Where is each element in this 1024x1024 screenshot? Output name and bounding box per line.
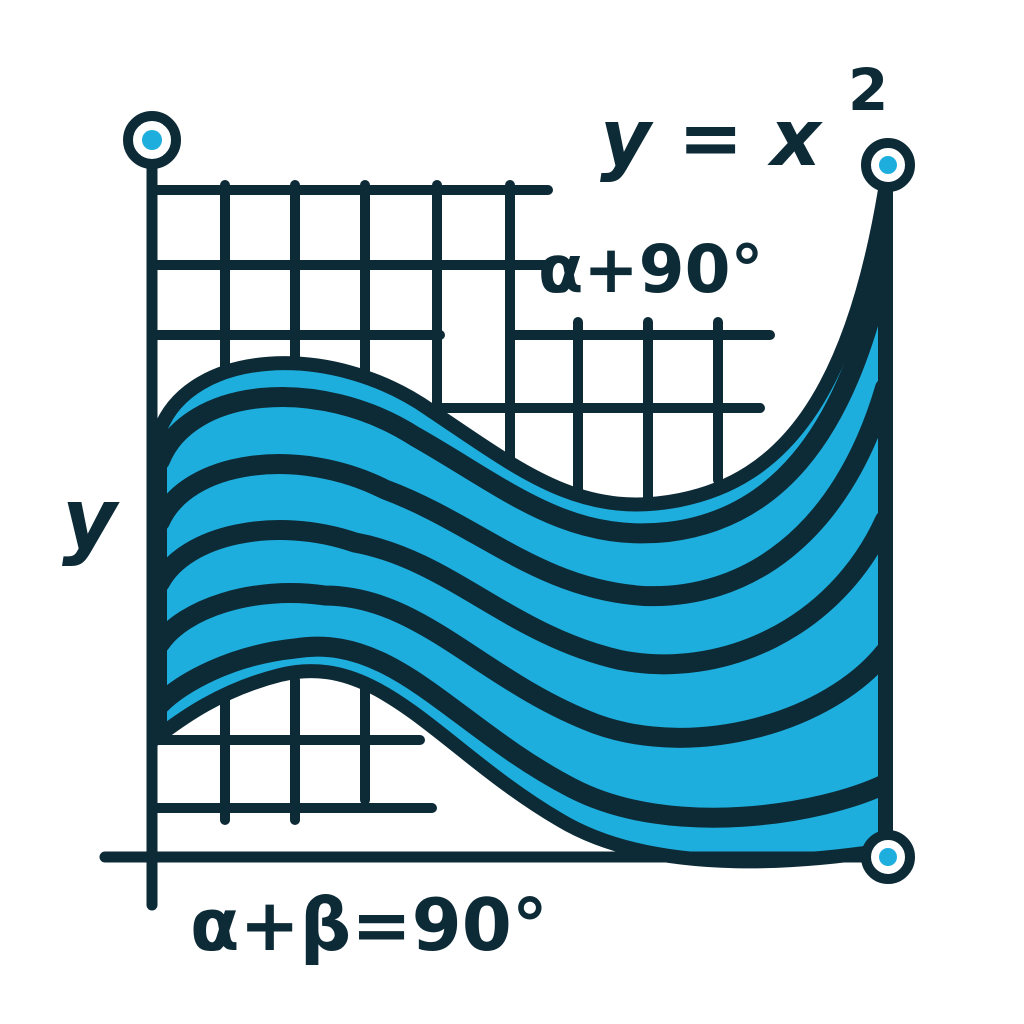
wave-stripe (160, 378, 885, 607)
axes (99, 144, 891, 911)
axis-endpoint-dot-icon (123, 111, 181, 169)
endpoint-dots (123, 111, 915, 884)
formula-top-exponent: 2 (848, 56, 888, 124)
formula-top: y = x (600, 94, 824, 184)
axis-endpoint-dot-icon (861, 830, 915, 884)
wave-stripe (160, 246, 885, 544)
angle-label-upper: α+90° (538, 231, 764, 308)
wave-stripe (160, 636, 885, 828)
grid-lines (150, 180, 775, 825)
y-axis-label: y (62, 470, 120, 568)
axis-endpoint-dot-icon (861, 138, 915, 192)
angle-label-bottom: α+β=90° (190, 883, 548, 967)
wave-stripe (160, 510, 885, 675)
wave-stripe (160, 583, 885, 748)
